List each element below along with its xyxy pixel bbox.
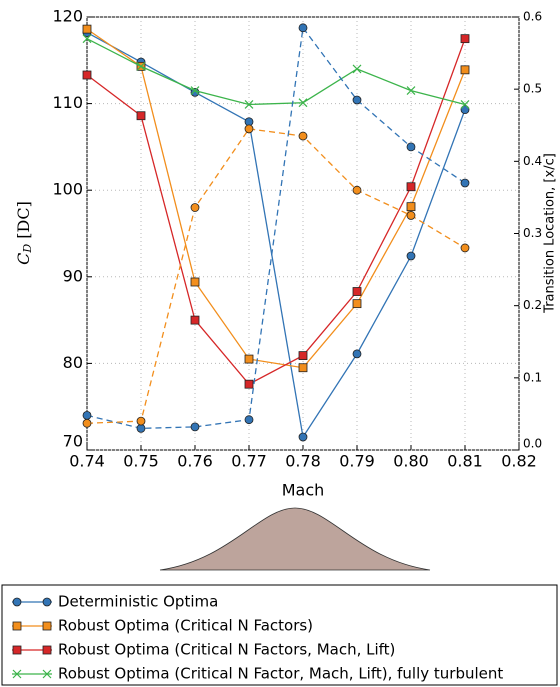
y-label-main: C [14, 253, 33, 265]
point [136, 61, 146, 71]
point [352, 299, 362, 309]
point [190, 315, 200, 325]
legend-marker [12, 621, 22, 631]
x-tick-label: 0.78 [285, 452, 321, 471]
y-tick-label: 90 [63, 266, 83, 285]
point [352, 349, 362, 359]
bell-curve [159, 507, 431, 571]
legend-marker [12, 669, 22, 679]
y-tick-label: 70 [63, 432, 83, 451]
point [244, 100, 254, 109]
x-tick-label: 0.74 [69, 452, 105, 471]
x-axis-label: Mach [282, 481, 325, 500]
point [406, 211, 416, 220]
series-line [86, 26, 466, 430]
y2-tick-label: 0.0 [523, 437, 542, 451]
point [406, 142, 416, 152]
point [352, 95, 362, 105]
legend-marker [12, 645, 22, 655]
series-line [86, 28, 466, 369]
point [190, 277, 200, 287]
y-tick-label: 110 [52, 93, 83, 112]
point [460, 243, 470, 253]
point [460, 105, 470, 115]
point [82, 418, 92, 428]
point [136, 111, 146, 121]
legend [1, 584, 558, 686]
point [460, 65, 470, 75]
point [136, 423, 146, 433]
legend-label: Robust Optima (Critical N Factors, Mach,… [58, 641, 395, 659]
point [244, 379, 254, 389]
legend-marker [42, 669, 52, 679]
point [190, 422, 200, 432]
point [406, 251, 416, 261]
y-tick-label: 100 [52, 180, 83, 199]
x-tick-label: 0.76 [177, 452, 213, 471]
point [82, 410, 92, 420]
y2-tick-label: 0.3 [523, 226, 542, 240]
y-tick-label: 80 [63, 353, 83, 372]
point [460, 34, 470, 44]
legend-marker [42, 621, 52, 631]
series-line [86, 128, 466, 424]
legend-marker [12, 597, 22, 607]
point [352, 64, 362, 74]
x-tick-label: 0.82 [501, 452, 537, 471]
x-tick-label: 0.81 [447, 452, 483, 471]
legend-label: Robust Optima (Critical N Factor, Mach, … [58, 665, 503, 683]
y2-tick-label: 0.5 [523, 82, 542, 96]
point [190, 203, 200, 212]
y-axis-label: CD [DC] [14, 201, 35, 265]
y2-tick-label: 0.2 [523, 298, 542, 312]
legend-label: Robust Optima (Critical N Factors) [58, 617, 313, 635]
x-tick-label: 0.77 [231, 452, 267, 471]
point [244, 354, 254, 364]
point [406, 202, 416, 212]
y2-tick-label: 0.1 [523, 370, 542, 384]
point [460, 100, 470, 109]
x-tick-label: 0.75 [123, 452, 159, 471]
point [82, 34, 92, 44]
x-tick-label: 0.80 [393, 452, 429, 471]
legend-label: Deterministic Optima [58, 593, 218, 611]
point [190, 86, 200, 96]
point [298, 432, 308, 442]
point [298, 23, 308, 33]
y-label-sub: D [21, 244, 34, 254]
point [82, 24, 92, 34]
point [298, 363, 308, 373]
legend-marker [42, 645, 52, 655]
point [298, 351, 308, 361]
point [406, 86, 416, 96]
series-line [86, 38, 466, 106]
point [298, 131, 308, 141]
point [352, 185, 362, 195]
series-line [86, 32, 466, 439]
y2-axis-label: Transition Location, [x/c] [543, 153, 558, 314]
y2-tick-label: 0.4 [523, 154, 542, 168]
point [82, 70, 92, 80]
point [406, 182, 416, 192]
point [298, 98, 308, 108]
point [136, 416, 146, 426]
y-tick-label: 120 [52, 7, 83, 26]
point [460, 178, 470, 188]
y2-tick-label: 0.6 [523, 10, 542, 24]
legend-marker [42, 597, 52, 607]
point [352, 287, 362, 296]
series-line [86, 38, 466, 386]
point [244, 415, 254, 425]
x-tick-label: 0.79 [339, 452, 375, 471]
point [244, 124, 254, 134]
y-label-unit: [DC] [14, 201, 33, 244]
